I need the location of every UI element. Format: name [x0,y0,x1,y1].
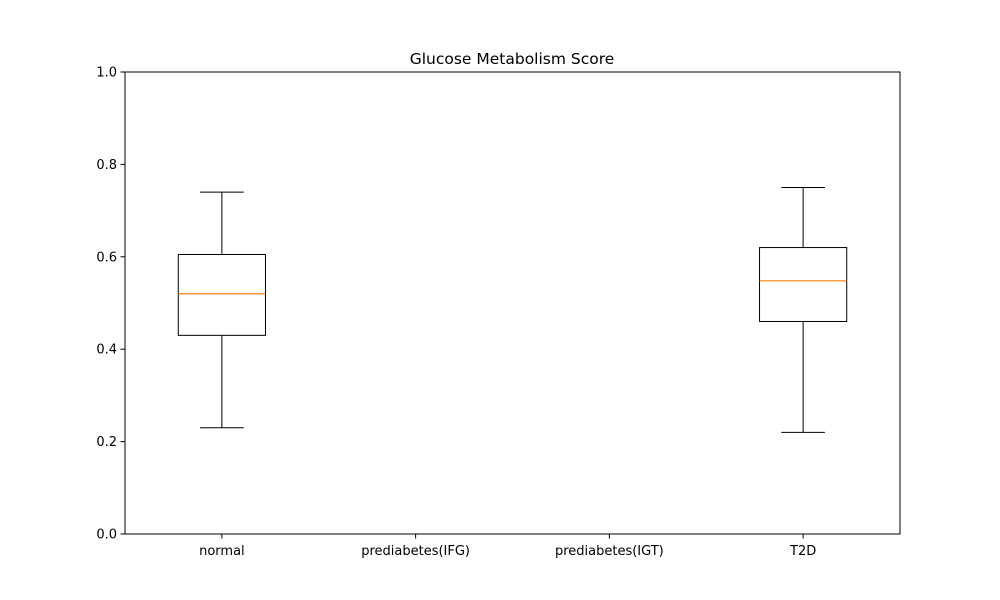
y-tick-label: 0.2 [96,435,117,450]
chart-title: Glucose Metabolism Score [410,50,615,68]
box-normal [177,191,266,429]
y-tick-label: 0.8 [96,158,117,173]
y-axis: 0.0 0.2 0.4 0.6 0.8 1.0 [96,66,125,543]
x-axis: normal prediabetes(IFG) prediabetes(IGT) T2… [199,534,816,559]
box-T2D [759,187,848,433]
y-tick-label: 0.0 [96,528,117,543]
y-tick-label: 1.0 [96,66,117,81]
x-tick-label: normal [199,544,245,559]
y-tick-label: 0.4 [96,343,117,358]
iqr-box [759,247,848,322]
iqr-box [177,253,266,336]
x-tick-label: prediabetes(IGT) [555,544,664,559]
box-plots [177,187,848,433]
plot-area [124,71,901,535]
x-tick-label: T2D [789,544,816,559]
x-tick-label: prediabetes(IFG) [361,544,470,559]
y-tick-label: 0.6 [96,250,117,265]
